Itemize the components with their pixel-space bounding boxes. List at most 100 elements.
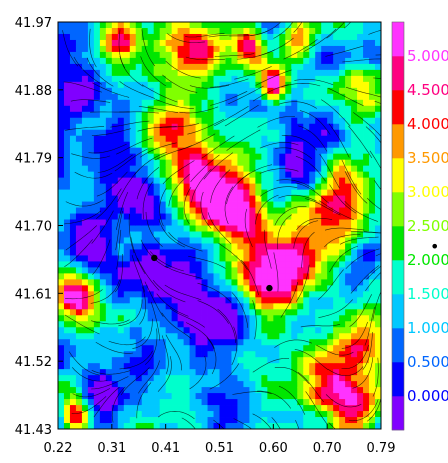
heatmap-cell: [285, 105, 292, 113]
heatmap-cell: [189, 315, 196, 322]
heatmap-cell: [243, 75, 250, 83]
heatmap-cell: [201, 207, 208, 214]
heatmap-cell: [363, 261, 370, 268]
heatmap-cell: [87, 339, 95, 346]
streamline: [71, 396, 107, 414]
heatmap-cell: [219, 183, 226, 190]
heatmap-cell: [339, 189, 346, 196]
heatmap-cell: [303, 213, 310, 220]
heatmap-cell: [303, 327, 310, 334]
heatmap-cell: [123, 63, 131, 71]
heatmap-cell: [123, 69, 131, 77]
heatmap-cell: [339, 129, 346, 137]
heatmap-cell: [129, 237, 137, 244]
heatmap-cell: [237, 57, 244, 65]
heatmap-cell: [231, 117, 238, 125]
heatmap-cell: [81, 123, 89, 131]
heatmap-cell: [237, 75, 244, 83]
heatmap-cell: [243, 22, 250, 29]
heatmap-cell: [195, 231, 202, 238]
streamline: [72, 388, 111, 398]
heatmap-cell: [87, 267, 95, 274]
heatmap-cell: [249, 22, 256, 29]
heatmap-cell: [285, 189, 292, 196]
streamline: [365, 271, 381, 291]
streamline: [157, 356, 172, 392]
heatmap-cell: [339, 423, 346, 429]
heatmap-cell: [333, 219, 340, 226]
heatmap-cell: [339, 159, 346, 167]
heatmap-cell: [351, 117, 358, 125]
heatmap-cell: [69, 423, 77, 429]
heatmap-cell: [58, 159, 65, 167]
heatmap-cell: [231, 27, 238, 35]
heatmap-cell: [273, 321, 280, 328]
heatmap-cell: [375, 333, 381, 340]
heatmap-cell: [105, 22, 113, 29]
heatmap-cell: [81, 75, 89, 83]
heatmap-cell: [111, 201, 119, 208]
heatmap-cell: [291, 111, 298, 119]
heatmap-cell: [165, 399, 173, 406]
heatmap-cell: [58, 135, 65, 143]
heatmap-cell: [159, 99, 167, 107]
heatmap-cell: [135, 51, 143, 59]
streamline: [203, 152, 234, 180]
heatmap-cell: [327, 171, 334, 179]
heatmap-cell: [213, 369, 220, 376]
heatmap-cell: [273, 231, 280, 238]
heatmap-cell: [153, 27, 161, 35]
heatmap-cell: [279, 153, 286, 161]
streamline: [280, 282, 298, 318]
heatmap-cell: [129, 213, 137, 220]
heatmap-cell: [255, 345, 262, 352]
heatmap-cell: [58, 297, 65, 304]
heatmap-cell: [147, 189, 155, 196]
heatmap-cell: [237, 87, 244, 95]
heatmap-cell: [231, 129, 238, 137]
heatmap-cell: [297, 285, 304, 292]
heatmap-cell: [261, 405, 268, 412]
heatmap-cell: [105, 249, 113, 256]
heatmap-cell: [303, 117, 310, 125]
heatmap-cell: [357, 423, 364, 429]
heatmap-cell: [111, 339, 119, 346]
heatmap-cell: [147, 399, 155, 406]
heatmap-cell: [153, 147, 161, 155]
heatmap-cell: [207, 225, 214, 232]
streamline: [252, 358, 290, 373]
heatmap-cell: [111, 69, 119, 77]
colorbar: 0.0000.5001.0001.5002.0002.5003.0003.500…: [391, 21, 448, 431]
streamline: [64, 210, 102, 225]
heatmap-cell: [303, 165, 310, 173]
heatmap-cell: [58, 399, 65, 406]
heatmap-cell: [243, 141, 250, 149]
heatmap-cell: [58, 405, 65, 412]
heatmap-cell: [297, 147, 304, 155]
heatmap-cell: [345, 291, 352, 298]
heatmap-cell: [213, 333, 220, 340]
streamline: [64, 126, 105, 131]
heatmap-cell: [93, 339, 101, 346]
heatmap-cell: [117, 315, 125, 322]
heatmap-cell: [291, 303, 298, 310]
heatmap-cell: [345, 243, 352, 250]
heatmap-cell: [201, 339, 208, 346]
heatmap-cell: [225, 99, 232, 107]
heatmap-cell: [165, 303, 173, 310]
heatmap-cell: [327, 273, 334, 280]
heatmap-cell: [105, 267, 113, 274]
heatmap-cell: [81, 285, 89, 292]
heatmap-cell: [369, 369, 376, 376]
heatmap-cell: [201, 423, 208, 429]
heatmap-cell: [249, 219, 256, 226]
heatmap-cell: [147, 213, 155, 220]
streamline: [157, 410, 195, 420]
heatmap-cell: [129, 267, 137, 274]
heatmap-cell: [189, 147, 196, 155]
heatmap-cell: [369, 399, 376, 406]
heatmap-cell: [315, 87, 322, 95]
heatmap-cell: [63, 267, 71, 274]
heatmap-cell: [345, 189, 352, 196]
heatmap-cell: [153, 381, 161, 388]
